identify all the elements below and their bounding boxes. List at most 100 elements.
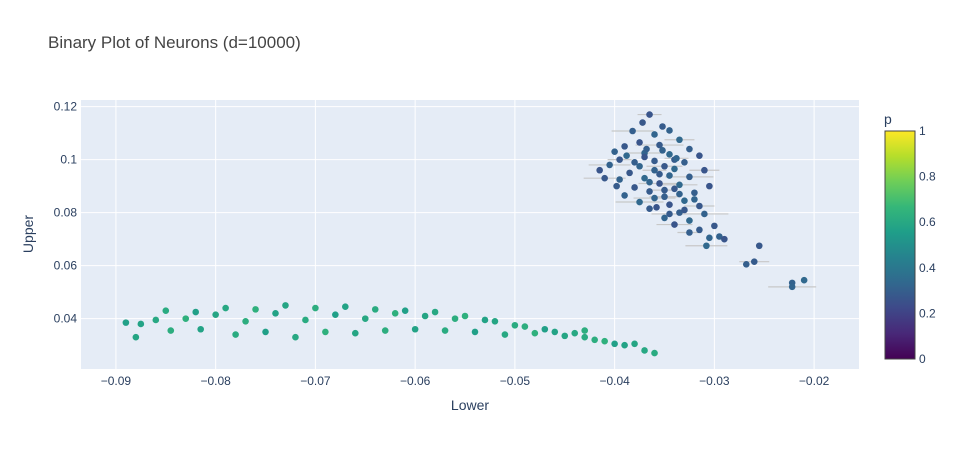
data-point [651, 349, 658, 357]
colorbar-tick-labels: 0 0.2 0.4 0.6 0.8 1 [919, 124, 936, 366]
data-point [292, 333, 299, 341]
data-point [262, 328, 269, 336]
data-point [302, 316, 309, 324]
data-point [623, 152, 630, 159]
data-point [703, 242, 710, 250]
data-point [332, 311, 339, 318]
data-point [788, 283, 796, 291]
data-point [755, 242, 763, 250]
data-point [646, 178, 653, 186]
data-point [653, 204, 660, 211]
x-tick-label: −0.04 [599, 374, 630, 388]
data-point [621, 192, 628, 199]
data-point [711, 222, 718, 230]
data-point [691, 189, 698, 197]
data-point [706, 234, 713, 242]
data-point [631, 340, 638, 348]
data-point [571, 329, 579, 337]
y-tick-label: 0.04 [54, 312, 78, 326]
colorbar-tick-label: 0 [919, 352, 926, 366]
data-point [391, 310, 399, 317]
x-axis-label: Lower [451, 397, 489, 413]
y-tick-label: 0.1 [60, 153, 77, 167]
data-point [666, 151, 673, 158]
data-point [671, 185, 678, 193]
data-point [471, 328, 479, 336]
data-point [621, 341, 628, 349]
data-point [521, 323, 529, 330]
data-point [282, 302, 289, 309]
data-point [646, 188, 653, 195]
data-point [601, 337, 608, 345]
data-point [636, 139, 643, 146]
data-point [706, 182, 713, 190]
data-point [167, 327, 175, 334]
data-point [686, 145, 693, 153]
data-point [242, 317, 249, 325]
data-point [676, 190, 683, 198]
data-point [651, 166, 658, 174]
data-point [411, 325, 419, 333]
data-point [616, 176, 623, 183]
data-point [671, 221, 678, 228]
data-point [596, 166, 603, 174]
data-point [631, 158, 638, 166]
data-point [351, 329, 359, 337]
data-point [686, 173, 693, 181]
data-point [666, 172, 673, 179]
data-point [491, 317, 499, 325]
data-point [137, 320, 145, 328]
data-point [641, 347, 648, 354]
data-point [721, 235, 728, 243]
data-point [511, 321, 519, 329]
data-point [681, 158, 688, 166]
data-point [421, 312, 429, 320]
data-point [696, 226, 703, 234]
data-point [800, 276, 808, 284]
data-point [591, 336, 598, 344]
y-tick-label: 0.12 [54, 100, 78, 114]
data-point [531, 329, 539, 337]
data-point [701, 166, 708, 174]
data-point [661, 186, 668, 194]
x-tick-label: −0.03 [699, 374, 730, 388]
y-tick-labels: 0.04 0.06 0.08 0.1 0.12 [54, 100, 78, 326]
data-point [431, 308, 439, 316]
data-point [481, 316, 489, 324]
data-point [132, 333, 140, 341]
data-point [371, 306, 379, 313]
grid-lines [81, 100, 859, 369]
data-point [581, 327, 589, 334]
data-point [716, 233, 723, 240]
data-point [639, 119, 646, 126]
data-point [641, 153, 648, 161]
data-point [631, 184, 638, 191]
data-point [342, 303, 349, 311]
x-tick-label: −0.07 [300, 374, 331, 388]
data-point [636, 198, 643, 206]
colorbar-tick-label: 1 [919, 124, 926, 138]
data-point [222, 304, 229, 312]
data-point [122, 319, 130, 326]
data-point [182, 315, 190, 322]
data-point [232, 331, 239, 338]
data-point [691, 196, 698, 203]
data-point [551, 328, 559, 336]
data-point [659, 147, 666, 154]
data-point [541, 325, 549, 333]
data-point [626, 169, 633, 177]
data-point [696, 152, 703, 159]
data-point [162, 307, 170, 314]
data-point [671, 165, 678, 173]
colorbar-title: p [884, 111, 892, 127]
plot-background [81, 100, 859, 369]
data-point [681, 197, 688, 205]
data-point [676, 209, 683, 216]
data-point [666, 201, 673, 208]
data-point [676, 181, 683, 189]
colorbar [884, 130, 916, 360]
data-point [686, 217, 693, 224]
data-point [742, 261, 750, 268]
data-point [656, 141, 663, 149]
